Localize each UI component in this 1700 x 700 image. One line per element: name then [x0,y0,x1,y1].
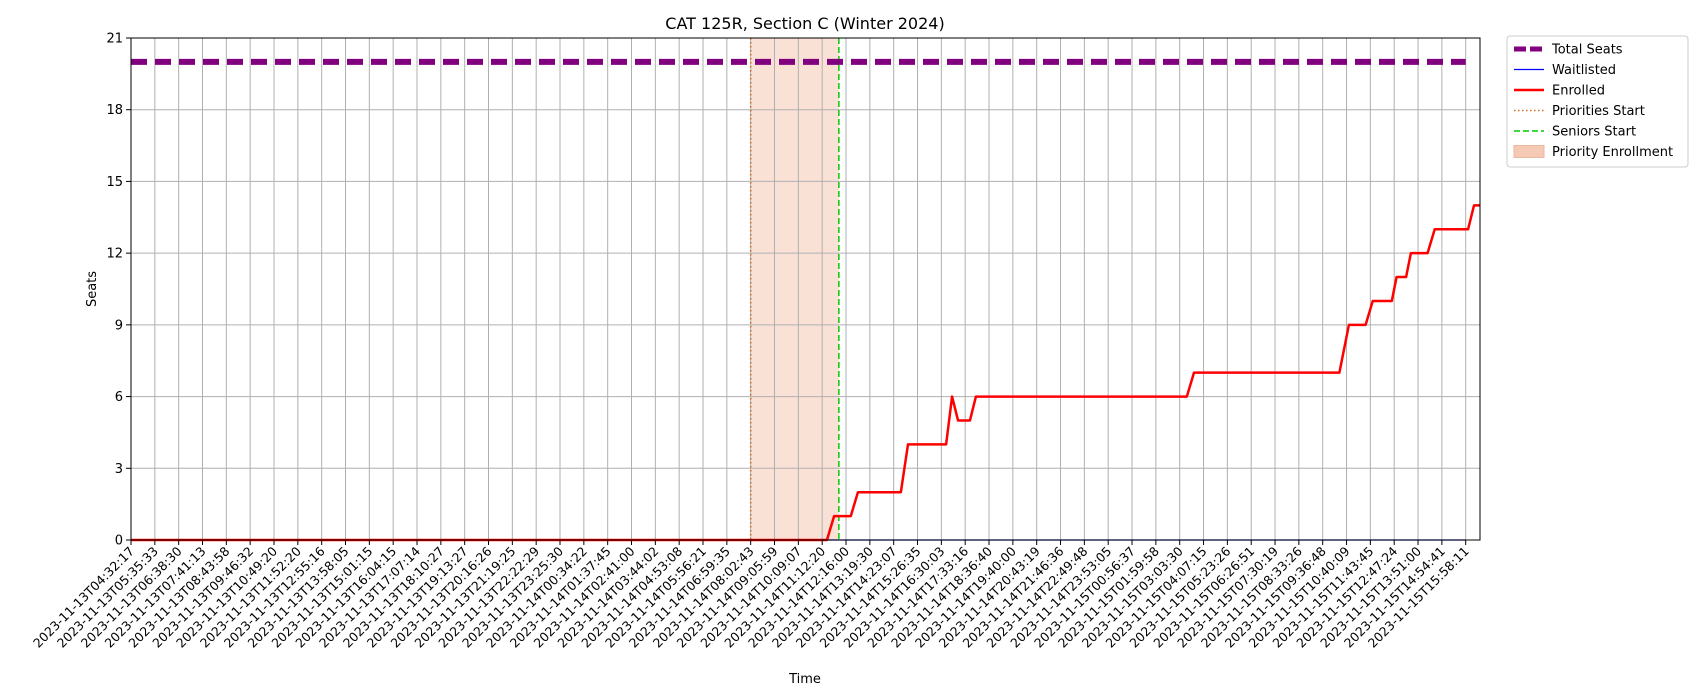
y-tick-label: 18 [106,103,123,118]
x-axis-ticks: 2023-11-13T04:32:172023-11-13T05:35:3320… [30,540,1472,651]
chart-title: CAT 125R, Section C (Winter 2024) [665,14,944,33]
y-tick-label: 6 [115,390,123,405]
legend-label-enrolled: Enrolled [1552,84,1605,99]
legend-frame [1506,35,1689,168]
legend: Total Seats Waitlisted Enrolled Priorities … [1506,35,1689,168]
span-layer [750,38,839,540]
y-axis-ticks: 0 3 6 9 12 15 18 21 [106,32,131,549]
y-tick-label: 15 [106,175,123,190]
y-tick-label: 21 [106,32,123,47]
legend-label-seniors-start: Seniors Start [1552,125,1636,140]
legend-label-waitlisted: Waitlisted [1552,63,1616,78]
y-tick-label: 3 [115,462,123,477]
span-priority-enrollment [750,38,839,540]
legend-label-priority-enrollment: Priority Enrollment [1552,145,1673,160]
plot-frame [130,37,1481,541]
y-axis-label: Seats [85,271,100,307]
grid-layer [130,37,1480,541]
y-tick-label: 12 [106,247,123,262]
series-enrolled [131,204,1480,542]
x-axis-label: Time [788,672,821,687]
y-tick-label: 0 [115,534,123,549]
legend-label-total-seats: Total Seats [1551,43,1623,58]
legend-swatch-priority-enrollment [1513,145,1545,158]
y-tick-label: 9 [115,318,123,333]
marker-layer [749,38,840,540]
legend-label-priorities-start: Priorities Start [1552,104,1645,119]
